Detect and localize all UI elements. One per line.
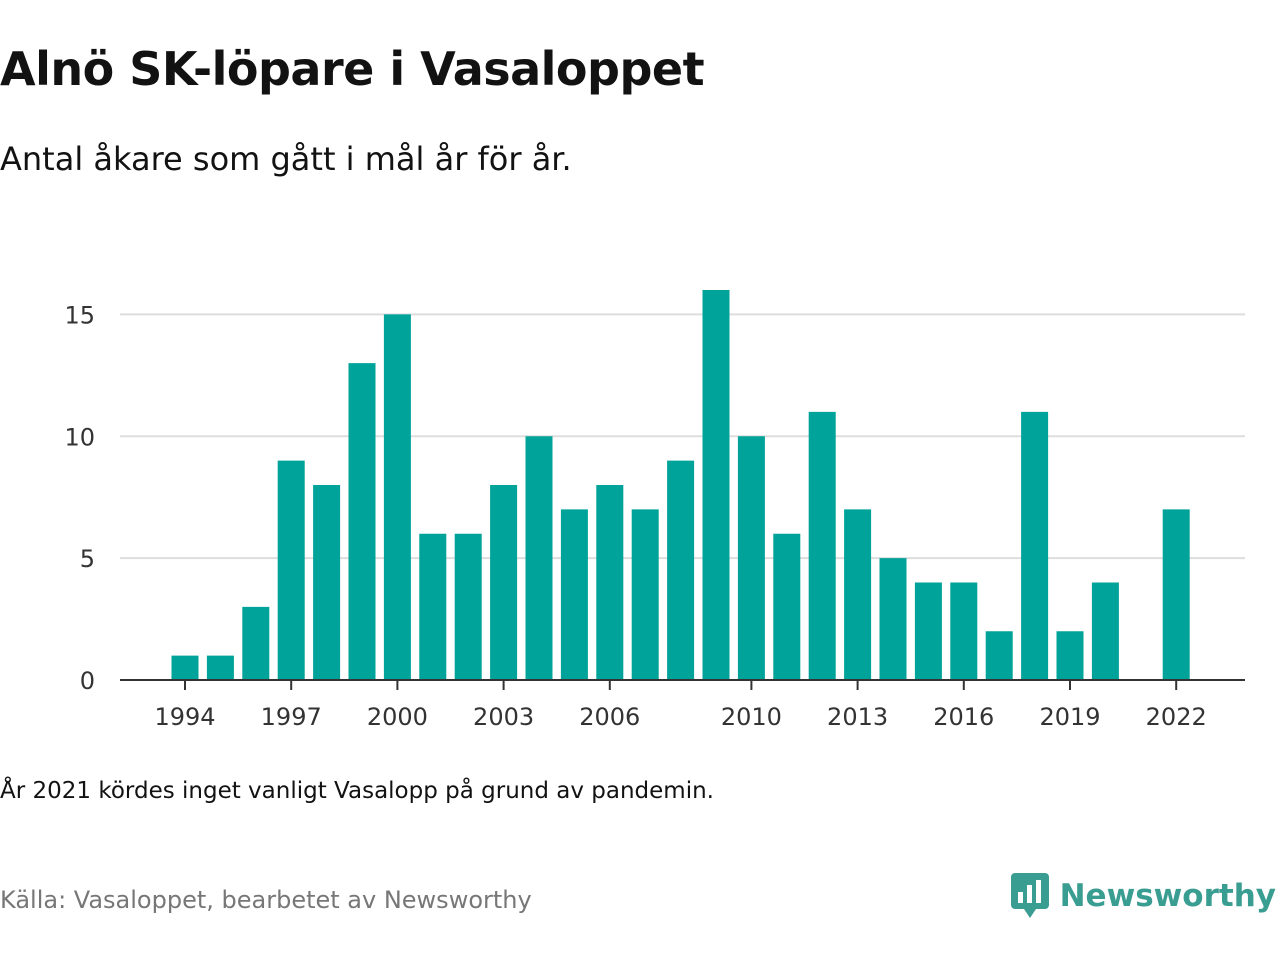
source-credit: Källa: Vasaloppet, bearbetet av Newswort…	[0, 886, 532, 914]
bar-2013	[844, 509, 872, 680]
bars	[171, 290, 1190, 680]
chart-title: Alnö SK-löpare i Vasaloppet	[0, 42, 705, 96]
bar-2019	[1056, 631, 1084, 680]
bar-2001	[419, 533, 447, 680]
bar-2003	[490, 485, 518, 680]
newsworthy-logo-icon	[1010, 873, 1049, 918]
bar-2012	[808, 411, 836, 680]
bar-2002	[454, 533, 482, 680]
bar-2006	[596, 485, 624, 680]
bar-2007	[631, 509, 659, 680]
x-tick-label-1997: 1997	[261, 703, 322, 731]
brand-name: Newsworthy	[1059, 878, 1276, 914]
bar-1995	[206, 655, 234, 680]
chart-note: År 2021 kördes inget vanligt Vasalopp på…	[0, 778, 714, 804]
x-tick-label-2000: 2000	[367, 703, 428, 731]
bar-1998	[313, 485, 341, 680]
axis-labels: 0 5 10 15 1994 1997 2000 2003 2006 2010 2013 2016 20…	[64, 301, 1206, 731]
brand-logo[interactable]: Newsworthy	[1010, 872, 1276, 920]
x-tick-label-2019: 2019	[1039, 703, 1100, 731]
bar-2022	[1162, 509, 1190, 680]
x-tick-label-2022: 2022	[1146, 703, 1207, 731]
x-tick-label-2010: 2010	[721, 703, 782, 731]
x-tick-label-2006: 2006	[579, 703, 640, 731]
bar-2009	[702, 290, 730, 680]
bar-2020	[1091, 582, 1119, 680]
x-tick-label-1994: 1994	[154, 703, 215, 731]
bar-1997	[277, 460, 305, 680]
y-tick-label-10: 10	[64, 423, 95, 451]
bar-2017	[985, 631, 1013, 680]
bar-1999	[348, 363, 376, 680]
bar-2016	[950, 582, 978, 680]
y-tick-label-5: 5	[80, 545, 95, 573]
x-tick-label-2016: 2016	[933, 703, 994, 731]
bar-2011	[773, 533, 801, 680]
bar-2014	[879, 558, 907, 680]
bar-2008	[667, 460, 695, 680]
chart-subtitle: Antal åkare som gått i mål år för år.	[0, 140, 572, 178]
y-tick-label-15: 15	[64, 301, 95, 329]
y-tick-label-0: 0	[80, 667, 95, 695]
bar-chart: 0 5 10 15 1994 1997 2000 2003 2006 2010 2013 2016 20…	[64, 290, 1245, 731]
bar-2005	[560, 509, 588, 680]
x-tick-label-2003: 2003	[473, 703, 534, 731]
bar-2015	[914, 582, 942, 680]
bar-2004	[525, 436, 553, 680]
bar-1996	[242, 606, 270, 680]
x-tick-label-2013: 2013	[827, 703, 888, 731]
bar-2018	[1021, 411, 1049, 680]
x-axis	[120, 679, 1245, 690]
bar-1994	[171, 655, 199, 680]
bar-2010	[737, 436, 765, 680]
bar-2000	[383, 314, 411, 680]
